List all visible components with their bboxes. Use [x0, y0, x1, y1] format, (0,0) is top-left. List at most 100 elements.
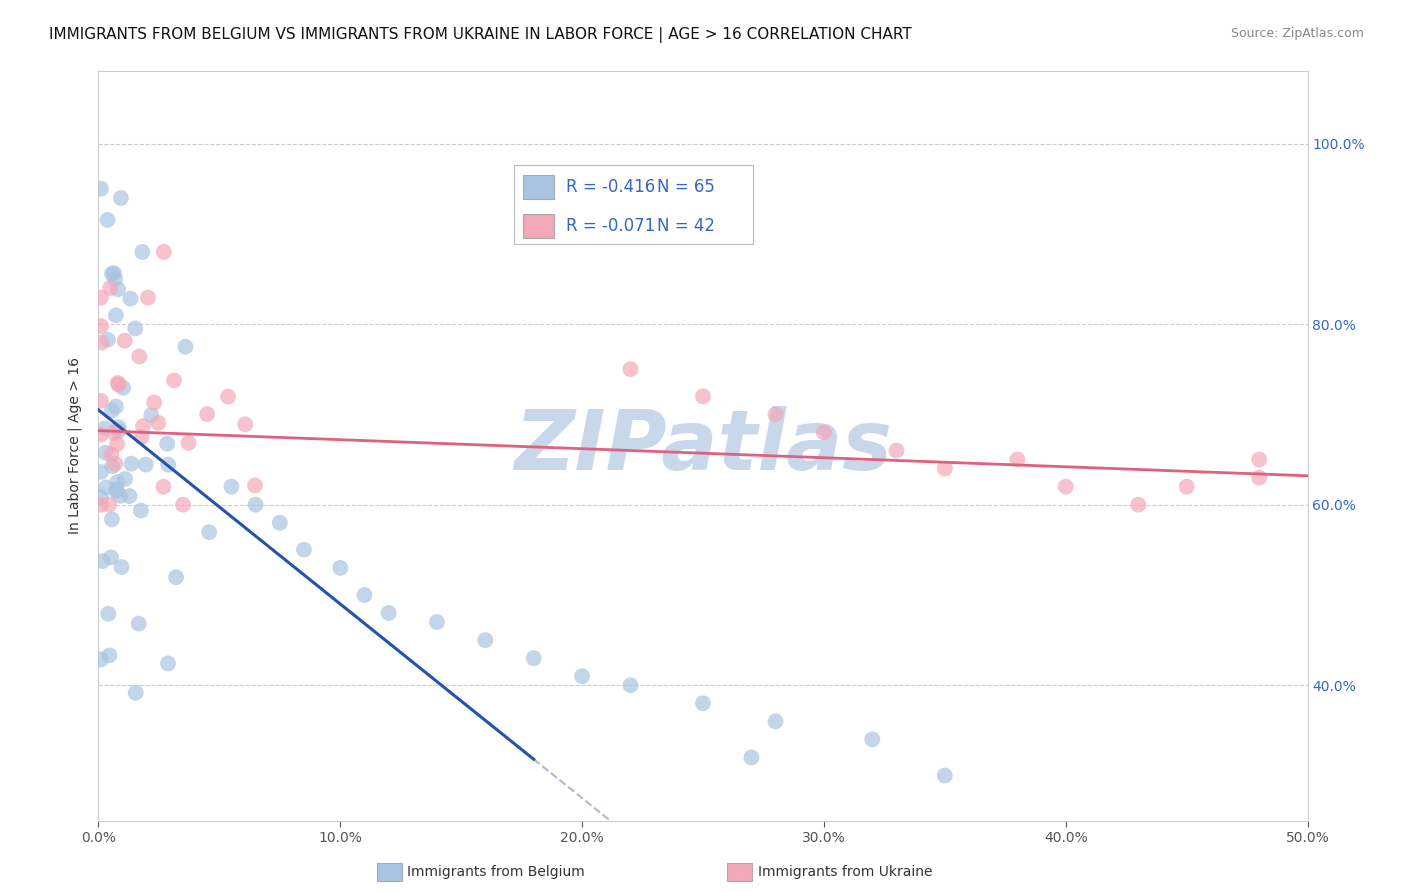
Point: [172, 498, 194, 512]
Point: [96, 213, 118, 227]
Point: [156, 436, 179, 450]
Point: [97, 607, 120, 621]
Point: [860, 732, 883, 747]
Point: [377, 606, 399, 620]
Point: [114, 472, 136, 486]
Text: Source: ZipAtlas.com: Source: ZipAtlas.com: [1230, 27, 1364, 40]
Point: [474, 633, 496, 648]
Point: [125, 686, 148, 700]
Point: [1128, 498, 1150, 512]
Point: [217, 390, 239, 404]
Text: Immigrants from Belgium: Immigrants from Belgium: [408, 865, 585, 880]
Point: [104, 457, 127, 471]
Point: [104, 400, 127, 414]
Point: [692, 389, 714, 403]
Point: [233, 417, 256, 432]
Point: [101, 459, 124, 474]
Point: [765, 408, 787, 422]
Point: [107, 420, 129, 434]
Point: [90, 335, 112, 350]
Text: N = 65: N = 65: [658, 178, 716, 195]
Text: R = -0.416: R = -0.416: [567, 178, 655, 195]
Point: [143, 395, 166, 409]
Point: [1054, 480, 1077, 494]
Point: [98, 498, 121, 512]
Point: [1249, 452, 1271, 467]
Point: [94, 480, 117, 494]
Point: [118, 489, 141, 503]
Point: [128, 350, 150, 364]
Point: [107, 376, 129, 390]
Point: [1007, 452, 1029, 467]
Point: [103, 425, 125, 440]
Point: [107, 377, 129, 392]
Point: [105, 475, 128, 489]
Point: [110, 191, 132, 205]
Point: [153, 244, 176, 259]
Text: Immigrants from Ukraine: Immigrants from Ukraine: [758, 865, 932, 880]
Point: [90, 427, 112, 442]
Point: [165, 570, 187, 584]
Point: [97, 333, 120, 347]
Point: [107, 424, 129, 438]
Point: [195, 407, 218, 421]
FancyBboxPatch shape: [523, 214, 554, 238]
Point: [90, 652, 112, 666]
Point: [104, 308, 127, 322]
Point: [101, 512, 124, 526]
Point: [105, 437, 128, 451]
Point: [128, 616, 150, 631]
Point: [98, 648, 121, 663]
Text: R = -0.071: R = -0.071: [567, 218, 655, 235]
Point: [131, 430, 153, 444]
Point: [243, 478, 266, 492]
Point: [269, 516, 291, 530]
Point: [292, 542, 315, 557]
Point: [813, 425, 835, 440]
Point: [124, 321, 146, 335]
Point: [426, 615, 449, 629]
Point: [90, 319, 112, 334]
Point: [353, 588, 375, 602]
Point: [245, 498, 267, 512]
Point: [131, 244, 153, 259]
Point: [91, 554, 114, 568]
Point: [90, 393, 112, 408]
Y-axis label: In Labor Force | Age > 16: In Labor Force | Age > 16: [67, 358, 83, 534]
Point: [90, 490, 112, 504]
Point: [129, 503, 152, 517]
Point: [112, 381, 135, 395]
Point: [221, 480, 243, 494]
Point: [1175, 480, 1198, 494]
Point: [108, 489, 131, 503]
Point: [177, 435, 200, 450]
Point: [619, 678, 641, 692]
Point: [934, 768, 956, 782]
FancyBboxPatch shape: [523, 175, 554, 199]
Point: [163, 373, 186, 387]
Point: [120, 292, 142, 306]
Point: [886, 443, 908, 458]
Point: [120, 457, 142, 471]
Point: [1249, 470, 1271, 484]
Point: [90, 498, 112, 512]
Point: [94, 445, 117, 459]
Point: [141, 408, 163, 422]
Point: [107, 282, 129, 296]
Point: [110, 560, 132, 574]
Point: [157, 458, 180, 472]
Point: [523, 651, 546, 665]
Point: [105, 483, 128, 498]
Point: [740, 750, 762, 764]
Point: [101, 267, 124, 281]
Point: [157, 657, 180, 671]
Point: [692, 696, 714, 710]
Point: [152, 480, 174, 494]
Point: [571, 669, 593, 683]
Point: [100, 550, 122, 565]
Point: [132, 419, 155, 434]
Point: [100, 447, 122, 461]
Point: [90, 291, 112, 305]
Point: [94, 421, 117, 435]
Text: IMMIGRANTS FROM BELGIUM VS IMMIGRANTS FROM UKRAINE IN LABOR FORCE | AGE > 16 COR: IMMIGRANTS FROM BELGIUM VS IMMIGRANTS FR…: [49, 27, 912, 43]
